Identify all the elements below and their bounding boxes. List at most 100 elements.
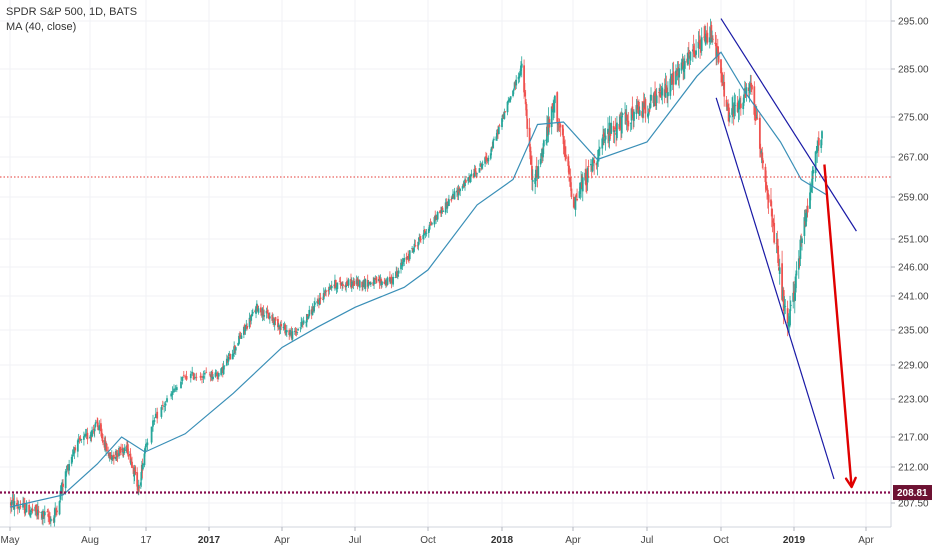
candle-body bbox=[484, 157, 487, 164]
candle-body bbox=[535, 166, 538, 168]
candle-body bbox=[289, 332, 291, 335]
candle-body bbox=[708, 37, 711, 43]
candle-body bbox=[145, 444, 147, 448]
candle-body bbox=[519, 71, 522, 76]
candle-body bbox=[556, 92, 559, 122]
candle-body bbox=[647, 111, 650, 116]
candle-body bbox=[441, 207, 444, 211]
candle-body bbox=[598, 147, 601, 149]
candle-body bbox=[817, 141, 819, 150]
candle-body bbox=[683, 61, 686, 69]
candle-body bbox=[373, 278, 375, 285]
candle-body bbox=[585, 183, 588, 185]
candle-body bbox=[108, 457, 111, 459]
candle-body bbox=[661, 87, 664, 96]
time-axis[interactable]: May Aug 17 2017 Apr Jul Oct 2018 Apr Jul Oct 2019 Ap… bbox=[0, 526, 932, 550]
horizontal-levels bbox=[0, 176, 891, 494]
candle-body bbox=[274, 317, 277, 321]
time-tick-label: Oct bbox=[713, 535, 729, 546]
candle-body bbox=[753, 86, 756, 115]
candle-body bbox=[65, 470, 68, 473]
symbol-title[interactable]: SPDR S&P 500, 1D, BATS bbox=[6, 6, 138, 18]
candle-body bbox=[260, 307, 262, 313]
candle-body bbox=[801, 238, 803, 243]
candle-body bbox=[10, 501, 13, 505]
candle-body bbox=[302, 320, 305, 324]
ma-line bbox=[9, 51, 827, 508]
candle-body bbox=[766, 185, 768, 191]
candle-body bbox=[603, 139, 606, 141]
candle-body bbox=[493, 139, 495, 141]
candle-body bbox=[675, 73, 678, 75]
candle-body bbox=[364, 278, 367, 289]
candle-body bbox=[490, 147, 493, 152]
price-tick-label: 259.00 bbox=[898, 193, 929, 204]
candle-body bbox=[268, 316, 271, 319]
candle-body bbox=[817, 137, 820, 146]
candle-body bbox=[515, 79, 518, 86]
indicator-label[interactable]: MA (40, close) bbox=[6, 21, 77, 33]
candle-body bbox=[125, 446, 128, 451]
candle-body bbox=[739, 103, 742, 109]
candle-body bbox=[433, 217, 436, 225]
candle-body bbox=[592, 158, 595, 161]
candle-body bbox=[523, 92, 526, 97]
candle-body bbox=[237, 343, 240, 346]
candle-body bbox=[257, 308, 260, 313]
candle-body bbox=[442, 211, 445, 213]
candle-body bbox=[214, 372, 217, 377]
price-axis[interactable]: 295.00 285.00 275.00 267.00 259.00 251.00 246.… bbox=[890, 0, 932, 550]
candle-body bbox=[778, 267, 781, 274]
candle-body bbox=[54, 508, 57, 516]
candle-body bbox=[564, 148, 567, 157]
candle-body bbox=[537, 166, 540, 179]
candle-body bbox=[150, 426, 153, 443]
candle-body bbox=[764, 166, 767, 183]
candle-body bbox=[793, 293, 796, 301]
candle-body bbox=[489, 153, 492, 159]
candle-body bbox=[509, 96, 512, 100]
candlestick-series bbox=[9, 18, 823, 529]
candle-body bbox=[593, 160, 596, 164]
candle-body bbox=[277, 319, 279, 328]
chart-grid bbox=[0, 0, 891, 527]
candle-body bbox=[723, 81, 726, 97]
candle-body bbox=[403, 257, 406, 262]
candle-body bbox=[777, 245, 780, 263]
candle-body bbox=[317, 299, 319, 302]
candle-body bbox=[525, 103, 528, 116]
candle-body bbox=[781, 263, 783, 300]
candle-body bbox=[93, 430, 96, 433]
candle-body bbox=[58, 501, 61, 515]
candle-body bbox=[461, 186, 464, 189]
candle-body bbox=[373, 278, 376, 280]
candle-body bbox=[528, 127, 531, 147]
candle-body bbox=[43, 511, 46, 516]
candle-body bbox=[665, 85, 668, 93]
price-tick-label: 295.00 bbox=[898, 17, 929, 28]
candle-body bbox=[71, 454, 74, 457]
candle-body bbox=[727, 104, 730, 111]
candle-body bbox=[199, 375, 202, 378]
candle-body bbox=[751, 84, 753, 90]
candle-body bbox=[189, 373, 192, 379]
candle-body bbox=[574, 196, 577, 210]
candle-body bbox=[180, 381, 182, 389]
candle-body bbox=[141, 463, 144, 470]
candle-body bbox=[539, 158, 542, 165]
candle-body bbox=[738, 99, 741, 110]
candle-body bbox=[122, 449, 125, 452]
candle-body bbox=[160, 407, 163, 417]
candle-body bbox=[101, 436, 104, 439]
candle-body bbox=[736, 102, 739, 112]
candle-body bbox=[307, 316, 310, 319]
candle-body bbox=[163, 406, 166, 407]
candle-body bbox=[475, 172, 478, 174]
candle-body bbox=[644, 99, 647, 114]
candle-body bbox=[725, 99, 728, 107]
candle-body bbox=[392, 276, 394, 285]
candle-body bbox=[358, 280, 361, 288]
candle-body bbox=[786, 308, 789, 324]
candle-body bbox=[156, 411, 159, 419]
candle-body bbox=[130, 461, 132, 465]
